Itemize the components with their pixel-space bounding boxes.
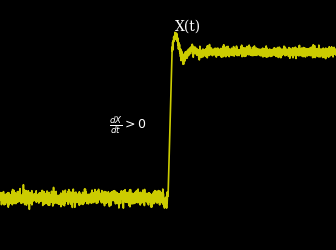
Text: X(t): X(t) [175,19,201,33]
Text: $\frac{dX}{dt} > 0$: $\frac{dX}{dt} > 0$ [109,114,146,136]
